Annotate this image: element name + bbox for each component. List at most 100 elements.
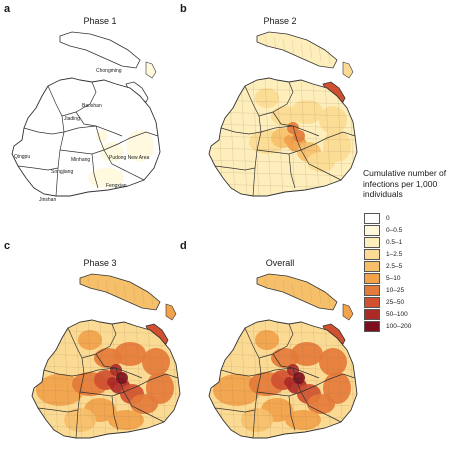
mainland-outline (31, 319, 181, 439)
panel-a-letter: a (4, 3, 11, 15)
legend-swatch (364, 212, 380, 224)
district-border (59, 149, 105, 155)
district-border (214, 407, 256, 413)
subdistrict-patch (108, 410, 144, 430)
district-border (256, 391, 302, 397)
subdistrict-patch (213, 374, 261, 406)
district-label-pudong: Pudong New Area (109, 155, 150, 161)
subdistrict-patch (36, 374, 84, 406)
legend-swatch (364, 260, 380, 272)
district-border (23, 127, 65, 135)
panel-b-title: Phase 2 (263, 16, 297, 26)
district-border (37, 407, 79, 413)
map-panel-b (208, 31, 358, 197)
chongming-island (59, 31, 141, 69)
district-border (123, 373, 179, 393)
subdistrict-patch (284, 377, 294, 387)
district-border (115, 367, 165, 423)
mainland-outline (208, 77, 358, 197)
legend-item: 0–0.5 (364, 224, 402, 236)
legend-item: 25–50 (364, 296, 404, 308)
legend-label: 1–2.5 (386, 250, 403, 258)
chongming-island (256, 273, 338, 311)
subdistrict-patch (126, 130, 154, 162)
legend-swatch (364, 248, 380, 260)
subdistrict-patch (241, 408, 273, 432)
district-border (288, 395, 296, 431)
island-strip (165, 303, 177, 321)
mainland-outline (11, 77, 161, 197)
district-label-songjiang: Songjiang (51, 169, 74, 175)
district-label-jinshan: Jinshan (39, 197, 57, 203)
subdistrict-patch (116, 372, 128, 384)
district-border (300, 373, 356, 393)
map-panel-d (208, 273, 358, 439)
legend-swatch (364, 296, 380, 308)
chongming-island (256, 31, 338, 69)
legend-label: 5–10 (386, 274, 401, 282)
legend-item: 2.5–5 (364, 260, 402, 272)
district-border (292, 125, 342, 181)
legend-swatch (364, 320, 380, 332)
subdistrict-patch (88, 168, 124, 188)
district-border (220, 127, 262, 135)
legend-title: Cumulative number of infections per 1,00… (363, 168, 447, 199)
district-border (91, 153, 99, 189)
legend-swatch (364, 272, 380, 284)
legend-label: 2.5–5 (386, 262, 403, 270)
island-strip (342, 61, 354, 79)
subdistrict-patch (255, 88, 279, 108)
district-label-baoshan: Baoshan (82, 103, 102, 109)
subdistrict-patch (64, 408, 96, 432)
district-border (95, 125, 145, 181)
district-border (288, 153, 296, 189)
subdistrict-patch (284, 135, 294, 145)
district-border (258, 323, 294, 359)
subdistrict-patch (78, 330, 102, 350)
subdistrict-patch (319, 348, 347, 376)
district-border (75, 111, 97, 127)
district-border (111, 395, 119, 431)
district-label-minhang: Minhang (71, 157, 91, 163)
legend-item: 100–200 (364, 320, 411, 332)
subdistrict-patch (96, 130, 108, 142)
legend-label: 0 (386, 214, 390, 222)
panel-a-title: Phase 1 (83, 16, 117, 26)
subdistrict-patch (146, 372, 174, 404)
subdistrict-patch (291, 342, 323, 366)
subdistrict-patch (142, 348, 170, 376)
district-label-fengxian: Fengxian (106, 183, 127, 189)
district-border (258, 81, 294, 117)
panel-d-title: Overall (265, 258, 295, 268)
subdistrict-patch (100, 142, 124, 162)
subdistrict-patch (323, 372, 351, 404)
district-border (292, 367, 342, 423)
legend-label: 50–100 (386, 310, 408, 318)
district-label-jiading: Jiading (64, 116, 80, 122)
subdistrict-patch (319, 106, 347, 134)
district-border (256, 149, 302, 155)
panel-c-letter: c (4, 240, 11, 252)
legend-item: 50–100 (364, 308, 408, 320)
district-border (17, 165, 59, 171)
subdistrict-patch (293, 372, 305, 384)
district-border (95, 353, 117, 369)
legend-swatch (364, 224, 380, 236)
district-border (43, 369, 85, 377)
legend-item: 10–25 (364, 284, 404, 296)
map-panel-a (11, 31, 161, 197)
island-strip (342, 303, 354, 321)
legend-swatch (364, 236, 380, 248)
mainland-outline (208, 319, 358, 439)
subdistrict-patch (285, 410, 321, 430)
subdistrict-patch (323, 130, 351, 162)
panel-d-letter: d (180, 240, 187, 252)
subdistrict-patch (107, 377, 117, 387)
legend-item: 0.5–1 (364, 236, 402, 248)
subdistrict-patch (255, 330, 279, 350)
subdistrict-patch (291, 100, 323, 124)
district-border (79, 391, 125, 397)
district-border (81, 323, 117, 359)
subdistrict-patch (114, 342, 146, 366)
district-border (272, 111, 294, 127)
